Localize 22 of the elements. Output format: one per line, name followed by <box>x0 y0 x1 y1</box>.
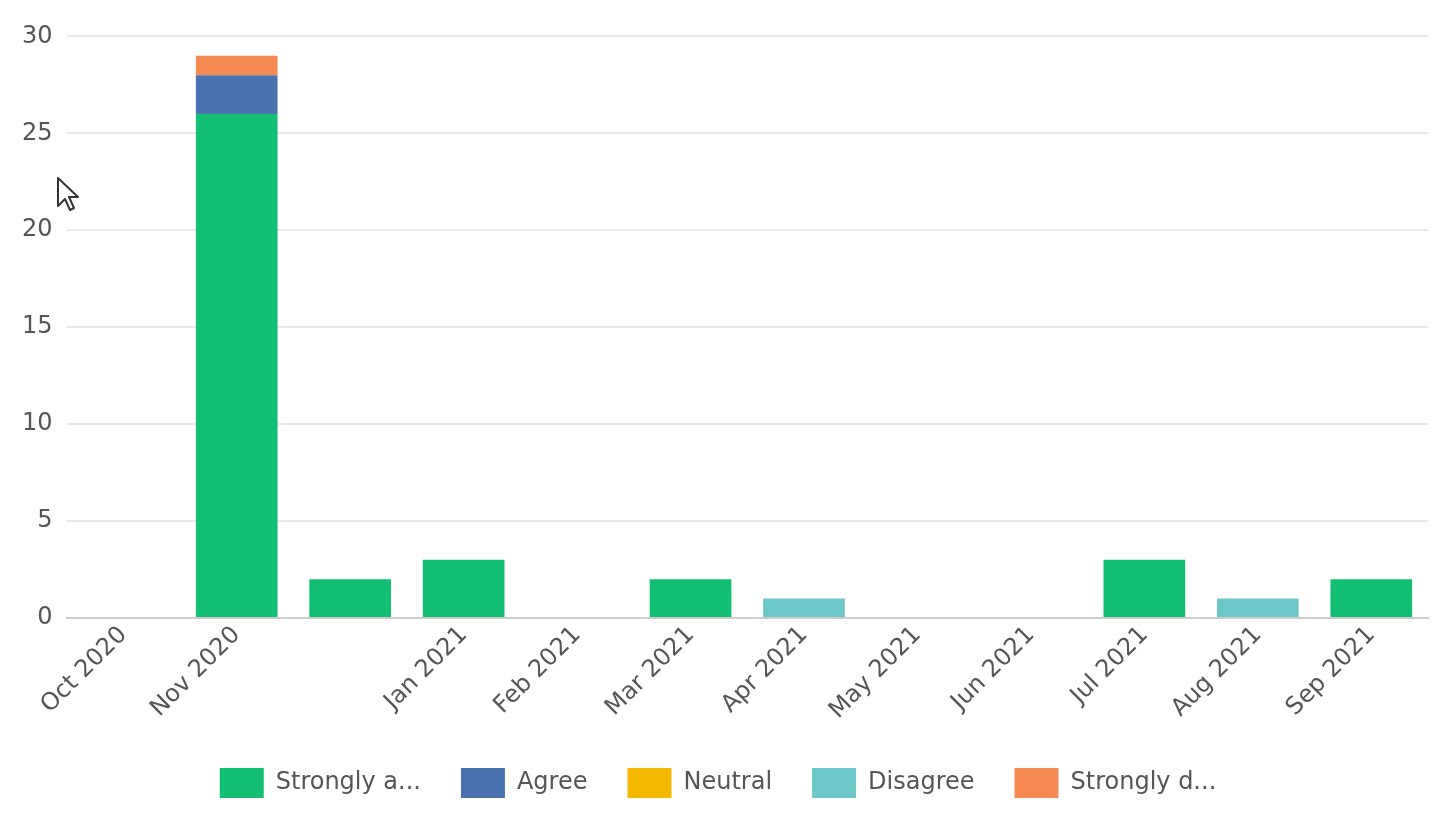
bar <box>1103 559 1186 617</box>
legend-label: Disagree <box>868 767 975 796</box>
bar <box>195 75 278 114</box>
y-tick-label: 15 <box>21 311 53 340</box>
y-tick-label: 20 <box>21 214 53 243</box>
legend-label: Agree <box>516 767 588 796</box>
legend-label: Strongly a... <box>275 767 421 796</box>
y-tick-label: 30 <box>21 20 53 49</box>
y-tick-label: 5 <box>37 505 53 534</box>
bar <box>309 579 392 617</box>
bar <box>195 113 278 617</box>
bar <box>1216 598 1299 617</box>
bar <box>763 598 845 617</box>
bar <box>422 559 505 617</box>
y-tick-label: 0 <box>37 602 53 631</box>
legend-label: Strongly d... <box>1070 767 1217 796</box>
bar <box>195 55 278 76</box>
y-tick-label: 25 <box>21 117 53 146</box>
y-tick-label: 10 <box>21 408 53 437</box>
bar <box>649 579 732 617</box>
legend-label: Neutral <box>683 767 773 796</box>
bar <box>1330 579 1413 617</box>
